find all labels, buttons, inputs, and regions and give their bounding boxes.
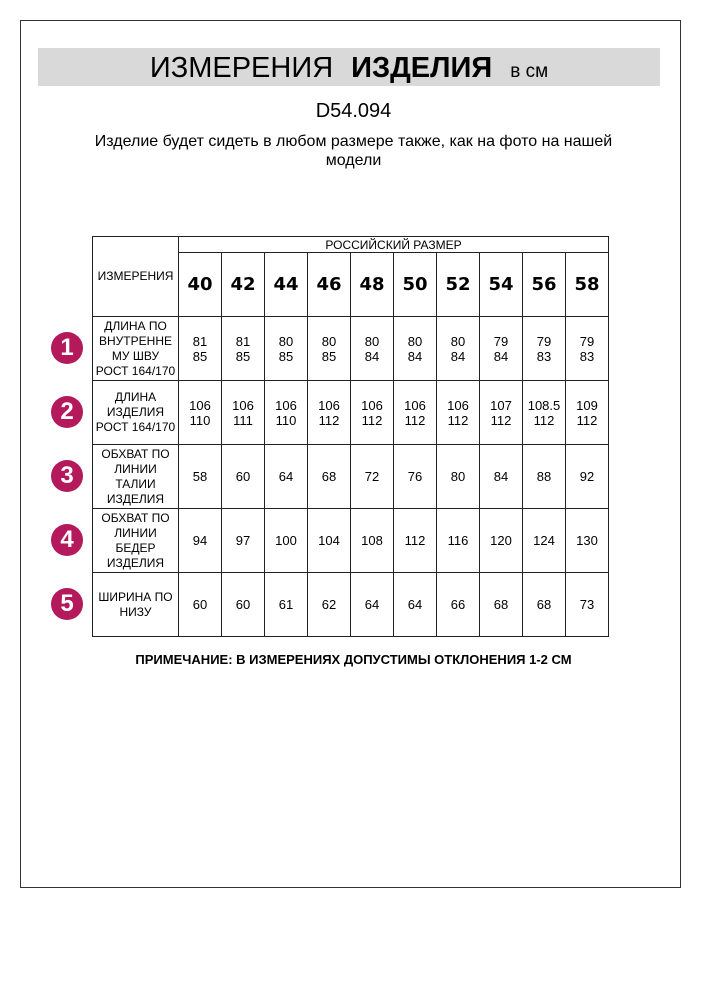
size-header: 46 <box>307 252 351 317</box>
value-cell: 64 <box>350 572 394 637</box>
size-header: 58 <box>565 252 609 317</box>
size-table: ИЗМЕРЕНИЯ РОССИЙСКИЙ РАЗМЕР 40 42 44 46 48 50… <box>92 236 609 637</box>
size-header: 50 <box>393 252 437 317</box>
value-cell: 80 85 <box>264 316 308 381</box>
value-cell: 79 83 <box>522 316 566 381</box>
title-bar: ИЗМЕРЕНИЯ ИЗДЕЛИЯ в см <box>38 48 660 86</box>
row-label: ДЛИНА ПО ВНУТРЕННЕ МУ ШВУ РОСТ 164/170 <box>92 316 179 381</box>
size-header: 44 <box>264 252 308 317</box>
value-cell: 124 <box>522 508 566 573</box>
value-cell: 107 112 <box>479 380 523 445</box>
page-frame <box>20 20 681 888</box>
size-header: 56 <box>522 252 566 317</box>
value-cell: 94 <box>178 508 222 573</box>
table-row: ДЛИНА ИЗДЕЛИЯ РОСТ 164/170 106 110 106 111… <box>92 380 609 445</box>
row-label: ОБХВАТ ПО ЛИНИИ БЕДЕР ИЗДЕЛИЯ <box>92 508 179 573</box>
value-cell: 80 84 <box>350 316 394 381</box>
table-row: ОБХВАТ ПО ЛИНИИ ТАЛИИ ИЗДЕЛИЯ 58 60 64 68 72 7… <box>92 444 609 509</box>
row-label: ДЛИНА ИЗДЕЛИЯ РОСТ 164/170 <box>92 380 179 445</box>
value-cell: 60 <box>221 572 265 637</box>
value-cell: 61 <box>264 572 308 637</box>
title-unit: в см <box>510 61 549 82</box>
size-header: 48 <box>350 252 394 317</box>
value-cell: 80 85 <box>307 316 351 381</box>
value-cell: 72 <box>350 444 394 509</box>
value-cell: 108.5 112 <box>522 380 566 445</box>
table-row: ОБХВАТ ПО ЛИНИИ БЕДЕР ИЗДЕЛИЯ 94 97 100 104 1… <box>92 508 609 573</box>
value-cell: 66 <box>436 572 480 637</box>
value-cell: 92 <box>565 444 609 509</box>
value-cell: 81 85 <box>178 316 222 381</box>
value-cell: 68 <box>522 572 566 637</box>
value-cell: 64 <box>264 444 308 509</box>
value-cell: 60 <box>221 444 265 509</box>
value-cell: 68 <box>479 572 523 637</box>
value-cell: 116 <box>436 508 480 573</box>
table-row: ДЛИНА ПО ВНУТРЕННЕ МУ ШВУ РОСТ 164/170 81… <box>92 316 609 381</box>
size-header: 42 <box>221 252 265 317</box>
row-number-badge: 4 <box>51 524 83 556</box>
value-cell: 97 <box>221 508 265 573</box>
value-cell: 88 <box>522 444 566 509</box>
value-cell: 106 111 <box>221 380 265 445</box>
value-cell: 84 <box>479 444 523 509</box>
corner-header: ИЗМЕРЕНИЯ <box>92 236 179 317</box>
row-number-badge: 3 <box>51 460 83 492</box>
value-cell: 68 <box>307 444 351 509</box>
note: ПРИМЕЧАНИЕ: В ИЗМЕРЕНИЯХ ДОПУСТИМЫ ОТКЛО… <box>135 652 572 667</box>
row-number-badge: 5 <box>51 588 83 620</box>
value-cell: 106 112 <box>307 380 351 445</box>
value-cell: 60 <box>178 572 222 637</box>
size-header: 54 <box>479 252 523 317</box>
value-cell: 62 <box>307 572 351 637</box>
value-cell: 106 112 <box>350 380 394 445</box>
value-cell: 80 84 <box>436 316 480 381</box>
value-cell: 108 <box>350 508 394 573</box>
value-cell: 106 112 <box>393 380 437 445</box>
row-number-badge: 2 <box>51 396 83 428</box>
value-cell: 58 <box>178 444 222 509</box>
value-cell: 76 <box>393 444 437 509</box>
value-cell: 120 <box>479 508 523 573</box>
value-cell: 64 <box>393 572 437 637</box>
value-cell: 106 110 <box>264 380 308 445</box>
value-cell: 109 112 <box>565 380 609 445</box>
value-cell: 80 <box>436 444 480 509</box>
value-cell: 130 <box>565 508 609 573</box>
value-cell: 79 83 <box>565 316 609 381</box>
value-cell: 81 85 <box>221 316 265 381</box>
value-cell: 106 110 <box>178 380 222 445</box>
value-cell: 80 84 <box>393 316 437 381</box>
description: Изделие будет сидеть в любом размере так… <box>94 133 613 169</box>
value-cell: 79 84 <box>479 316 523 381</box>
title-measurements: ИЗМЕРЕНИЯ <box>149 52 334 84</box>
size-header: 40 <box>178 252 222 317</box>
value-cell: 112 <box>393 508 437 573</box>
title-product: ИЗДЕЛИЯ <box>351 52 493 84</box>
row-label: ШИРИНА ПО НИЗУ <box>92 572 179 637</box>
row-number-badge: 1 <box>51 332 83 364</box>
value-cell: 104 <box>307 508 351 573</box>
group-header: РОССИЙСКИЙ РАЗМЕР <box>178 236 609 253</box>
value-cell: 73 <box>565 572 609 637</box>
value-cell: 106 112 <box>436 380 480 445</box>
value-cell: 100 <box>264 508 308 573</box>
table-row: ШИРИНА ПО НИЗУ 60 60 61 62 64 64 66 68 68 73 <box>92 572 609 637</box>
size-header: 52 <box>436 252 480 317</box>
row-label: ОБХВАТ ПО ЛИНИИ ТАЛИИ ИЗДЕЛИЯ <box>92 444 179 509</box>
article-code: D54.094 <box>315 100 392 122</box>
